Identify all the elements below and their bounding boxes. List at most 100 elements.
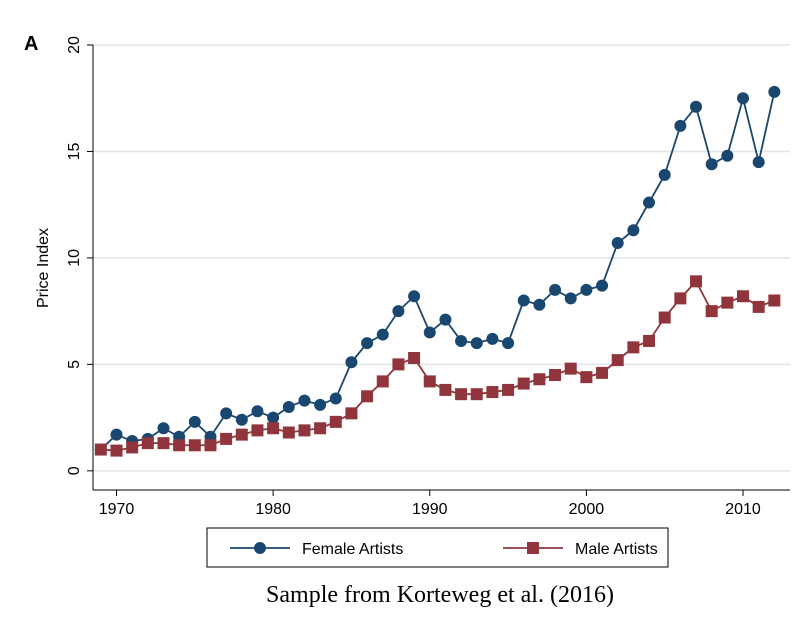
caption: Sample from Korteweg et al. (2016) [266,582,614,608]
marker [298,424,311,437]
x-tick-label: 2000 [569,501,605,518]
marker [737,290,750,303]
marker [392,358,405,371]
marker [439,313,452,326]
marker [627,224,640,237]
marker [329,415,342,428]
marker [580,283,593,296]
marker [721,149,734,162]
marker [564,292,577,305]
marker [705,158,718,171]
y-axis-label: Price Index [35,228,52,308]
marker [486,332,499,345]
marker [752,300,765,313]
marker [173,439,186,452]
marker [157,422,170,435]
marker [110,444,123,457]
marker [658,311,671,324]
marker [267,411,280,424]
marker [204,439,217,452]
marker [690,100,703,113]
marker [361,390,374,403]
marker [220,407,233,420]
marker [674,119,687,132]
panel-label: A [24,33,38,55]
marker [220,432,233,445]
marker [470,388,483,401]
marker [533,373,546,386]
marker [752,156,765,169]
marker [235,413,248,426]
marker [580,371,593,384]
x-tick-label: 1980 [255,501,291,518]
marker [141,437,154,450]
marker [517,377,530,390]
marker [611,354,624,367]
marker [376,328,389,341]
y-tick-label: 10 [66,249,83,267]
y-tick-label: 5 [66,360,83,369]
marker [439,383,452,396]
y-tick-label: 0 [66,466,83,475]
marker [298,394,311,407]
legend-marker [527,542,539,554]
marker [768,85,781,98]
marker [110,428,123,441]
marker [768,294,781,307]
marker [705,305,718,318]
marker [267,422,280,435]
marker [737,92,750,105]
x-tick-label: 1990 [412,501,448,518]
marker [455,334,468,347]
marker [470,337,483,350]
marker [329,392,342,405]
marker [314,422,327,435]
marker [721,296,734,309]
marker [549,283,562,296]
marker [658,168,671,181]
marker [596,279,609,292]
legend-label: Female Artists [302,541,403,558]
y-tick-label: 20 [66,36,83,54]
marker [533,298,546,311]
marker [627,341,640,354]
marker [643,196,656,209]
marker [251,424,264,437]
marker [502,383,515,396]
marker [392,305,405,318]
marker [643,334,656,347]
marker [345,407,358,420]
marker [376,375,389,388]
marker [235,428,248,441]
marker [408,290,421,303]
marker [345,356,358,369]
marker [408,351,421,364]
legend-marker [254,542,266,554]
marker [282,400,295,413]
legend-label: Male Artists [575,541,658,558]
marker [94,443,107,456]
marker [423,375,436,388]
marker [611,237,624,250]
marker [549,369,562,382]
marker [282,426,295,439]
marker [126,441,139,454]
marker [423,326,436,339]
marker [251,405,264,418]
x-tick-label: 2010 [725,501,761,518]
marker [314,398,327,411]
marker [502,337,515,350]
marker [361,337,374,350]
marker [674,292,687,305]
y-tick-label: 15 [66,142,83,160]
marker [564,362,577,375]
marker [188,415,201,428]
marker [596,366,609,379]
marker [157,437,170,450]
x-tick-label: 1970 [99,501,135,518]
marker [517,294,530,307]
marker [455,388,468,401]
marker [486,386,499,399]
marker [188,439,201,452]
